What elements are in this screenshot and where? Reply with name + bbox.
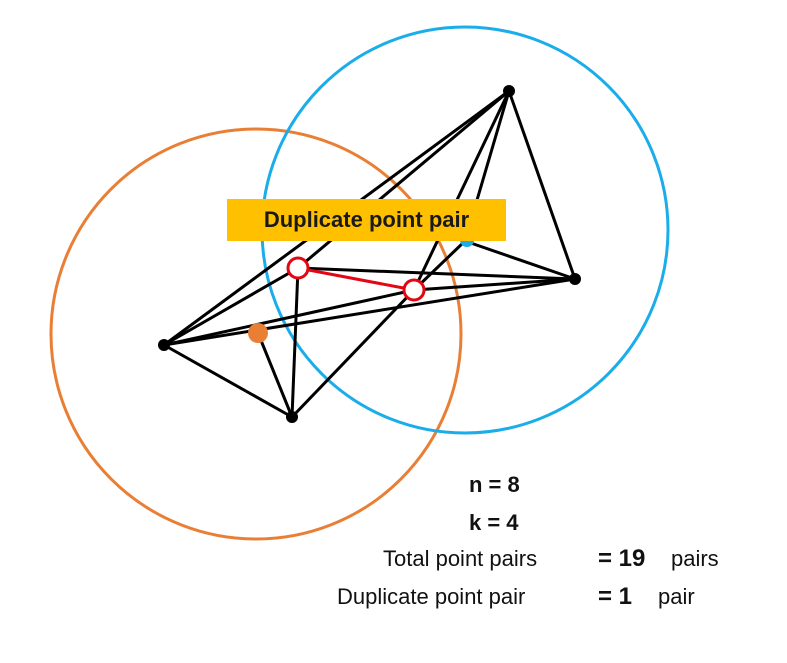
edge (507, 90, 577, 280)
duplicate-pair-label: Duplicate point pair (227, 199, 506, 241)
duplicate-pair-edge (297, 266, 415, 292)
edge (290, 267, 300, 418)
graph-node (503, 85, 515, 97)
total-pairs-label: Total point pairs (383, 546, 538, 571)
graph-node (158, 339, 170, 351)
total-pairs-unit: pairs (671, 546, 719, 571)
edge (297, 266, 576, 281)
graph-node (286, 411, 298, 423)
k-value: k = 4 (469, 510, 519, 535)
duplicate-pairs-label: Duplicate point pair (337, 584, 526, 609)
edge (297, 89, 510, 270)
edge (412, 90, 511, 291)
edge (464, 239, 576, 281)
edge (290, 288, 416, 419)
duplicate-pairs-value: = 1 (598, 583, 633, 610)
graph-node (569, 273, 581, 285)
graph-edges (163, 89, 577, 419)
edge (163, 266, 299, 347)
orange-neighborhood-circle (49, 127, 463, 541)
edge (163, 277, 576, 347)
total-pairs-value: = 19 (598, 545, 646, 572)
duplicate-pairs-unit: pair (658, 584, 695, 609)
orange-center-point (248, 323, 268, 343)
edge (412, 239, 467, 292)
edge (413, 277, 576, 292)
n-value: n = 8 (469, 472, 520, 497)
edge (163, 343, 293, 419)
duplicate-node (286, 256, 310, 280)
edge (163, 288, 415, 347)
duplicate-node (402, 278, 426, 302)
edge (256, 332, 294, 418)
